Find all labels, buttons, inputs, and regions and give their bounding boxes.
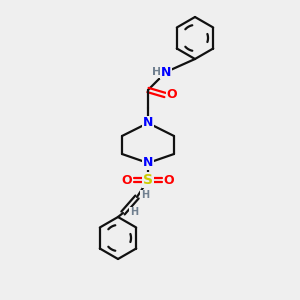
Text: N: N <box>161 65 171 79</box>
Text: O: O <box>122 173 132 187</box>
Text: H: H <box>152 67 162 77</box>
Text: S: S <box>143 173 153 187</box>
Text: N: N <box>143 116 153 130</box>
Text: H: H <box>130 207 138 217</box>
Text: O: O <box>164 173 174 187</box>
Text: H: H <box>141 190 149 200</box>
Text: O: O <box>167 88 177 101</box>
Text: N: N <box>143 157 153 169</box>
